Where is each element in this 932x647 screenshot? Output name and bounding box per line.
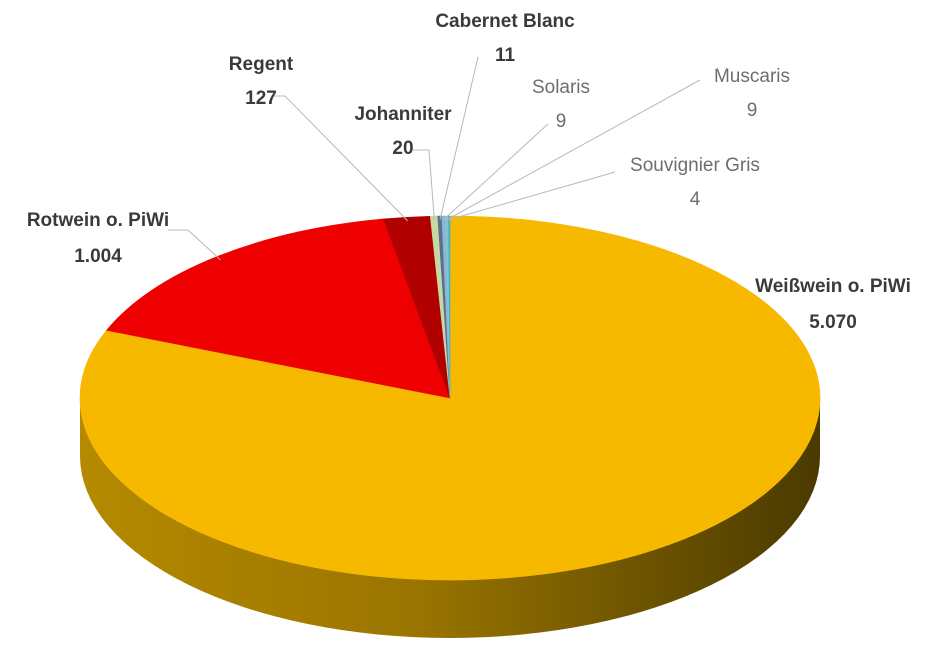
data-label-value-regent: 127	[245, 88, 277, 109]
data-label-value-weisswein-o-piwi: 5.070	[809, 312, 857, 333]
leader-line-cabernet-blanc	[439, 56, 479, 220]
pie-slice-rotwein-o-piwi	[106, 218, 451, 399]
data-label-value-johanniter: 20	[392, 138, 413, 159]
data-label-value-solaris: 9	[556, 111, 567, 132]
leader-line-rotwein-o-piwi	[168, 229, 221, 261]
data-label-name-souvignier-gris: Souvignier Gris	[630, 155, 760, 176]
data-label-name-solaris: Solaris	[532, 77, 590, 98]
data-label-value-muscaris: 9	[747, 100, 758, 121]
data-label-name-cabernet-blanc: Cabernet Blanc	[435, 11, 575, 32]
leader-line-regent	[273, 95, 409, 222]
leader-line-souvignier-gris	[449, 171, 616, 221]
data-label-value-cabernet-blanc: 11	[495, 45, 516, 66]
data-label-name-weisswein-o-piwi: Weißwein o. PiWi	[755, 276, 911, 297]
data-label-name-regent: Regent	[229, 54, 294, 75]
data-label-name-muscaris: Muscaris	[714, 66, 790, 87]
data-label-value-souvignier-gris: 4	[690, 189, 701, 210]
pie-slice-souvignier-gris	[448, 215, 451, 399]
leader-lines	[168, 56, 701, 261]
leader-line-solaris	[443, 123, 549, 221]
leader-line-johanniter	[413, 149, 435, 220]
pie-top-face	[79, 215, 821, 581]
data-labels: Weißwein o. PiWi 5.070 Rotwein o. PiWi 1.00…	[27, 11, 911, 333]
leader-line-muscaris	[446, 79, 701, 221]
data-label-value-rotwein-o-piwi: 1.004	[74, 246, 122, 267]
pie-slice-weisswein-o-piwi	[79, 215, 821, 581]
pie-side-wall-shape	[80, 398, 820, 638]
data-label-name-johanniter: Johanniter	[354, 104, 452, 125]
pie-side-wall	[80, 398, 820, 638]
data-label-name-rotwein-o-piwi: Rotwein o. PiWi	[27, 210, 169, 231]
